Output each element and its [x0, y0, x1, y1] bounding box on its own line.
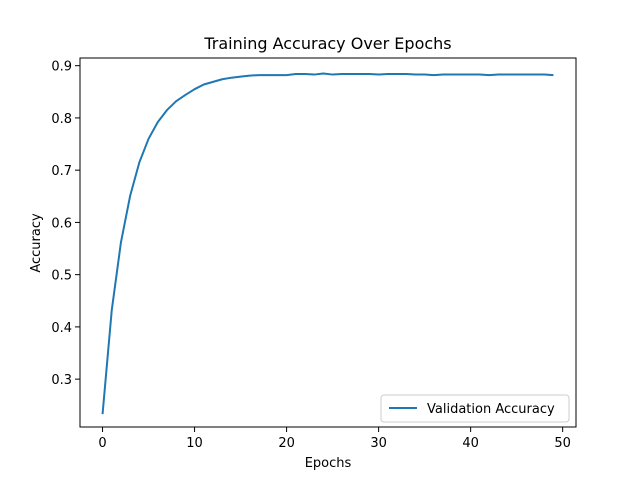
y-tick-label: 0.5 — [51, 269, 72, 284]
legend-box — [380, 394, 570, 423]
y-tick-label: 0.9 — [51, 60, 72, 75]
plot-area — [101, 72, 554, 415]
legend: Validation Accuracy — [380, 394, 570, 423]
chart-title: Training Accuracy Over Epochs — [203, 34, 451, 53]
x-tick-label: 30 — [370, 436, 387, 451]
y-tick-label: 0.8 — [51, 112, 72, 127]
x-axis-label: Epochs — [305, 456, 352, 471]
y-tick-label: 0.7 — [51, 164, 72, 179]
y-tick-label: 0.4 — [51, 321, 72, 336]
x-tick-label: 40 — [462, 436, 479, 451]
x-tick-label: 0 — [98, 436, 106, 451]
y-axis-label: Accuracy — [29, 213, 44, 273]
y-tick-label: 0.6 — [51, 216, 72, 231]
y-tick-label: 0.3 — [51, 373, 72, 388]
plot-frame — [79, 57, 577, 428]
x-axis: 0 10 20 30 40 50 — [98, 427, 571, 451]
legend-label-validation-accuracy: Validation Accuracy — [427, 402, 555, 417]
series-line-validation-accuracy — [101, 72, 554, 415]
x-tick-label: 10 — [186, 436, 203, 451]
y-axis: 0.3 0.4 0.5 0.6 0.7 0.8 0.9 — [51, 60, 80, 388]
x-tick-label: 20 — [278, 436, 295, 451]
x-tick-label: 50 — [554, 436, 571, 451]
